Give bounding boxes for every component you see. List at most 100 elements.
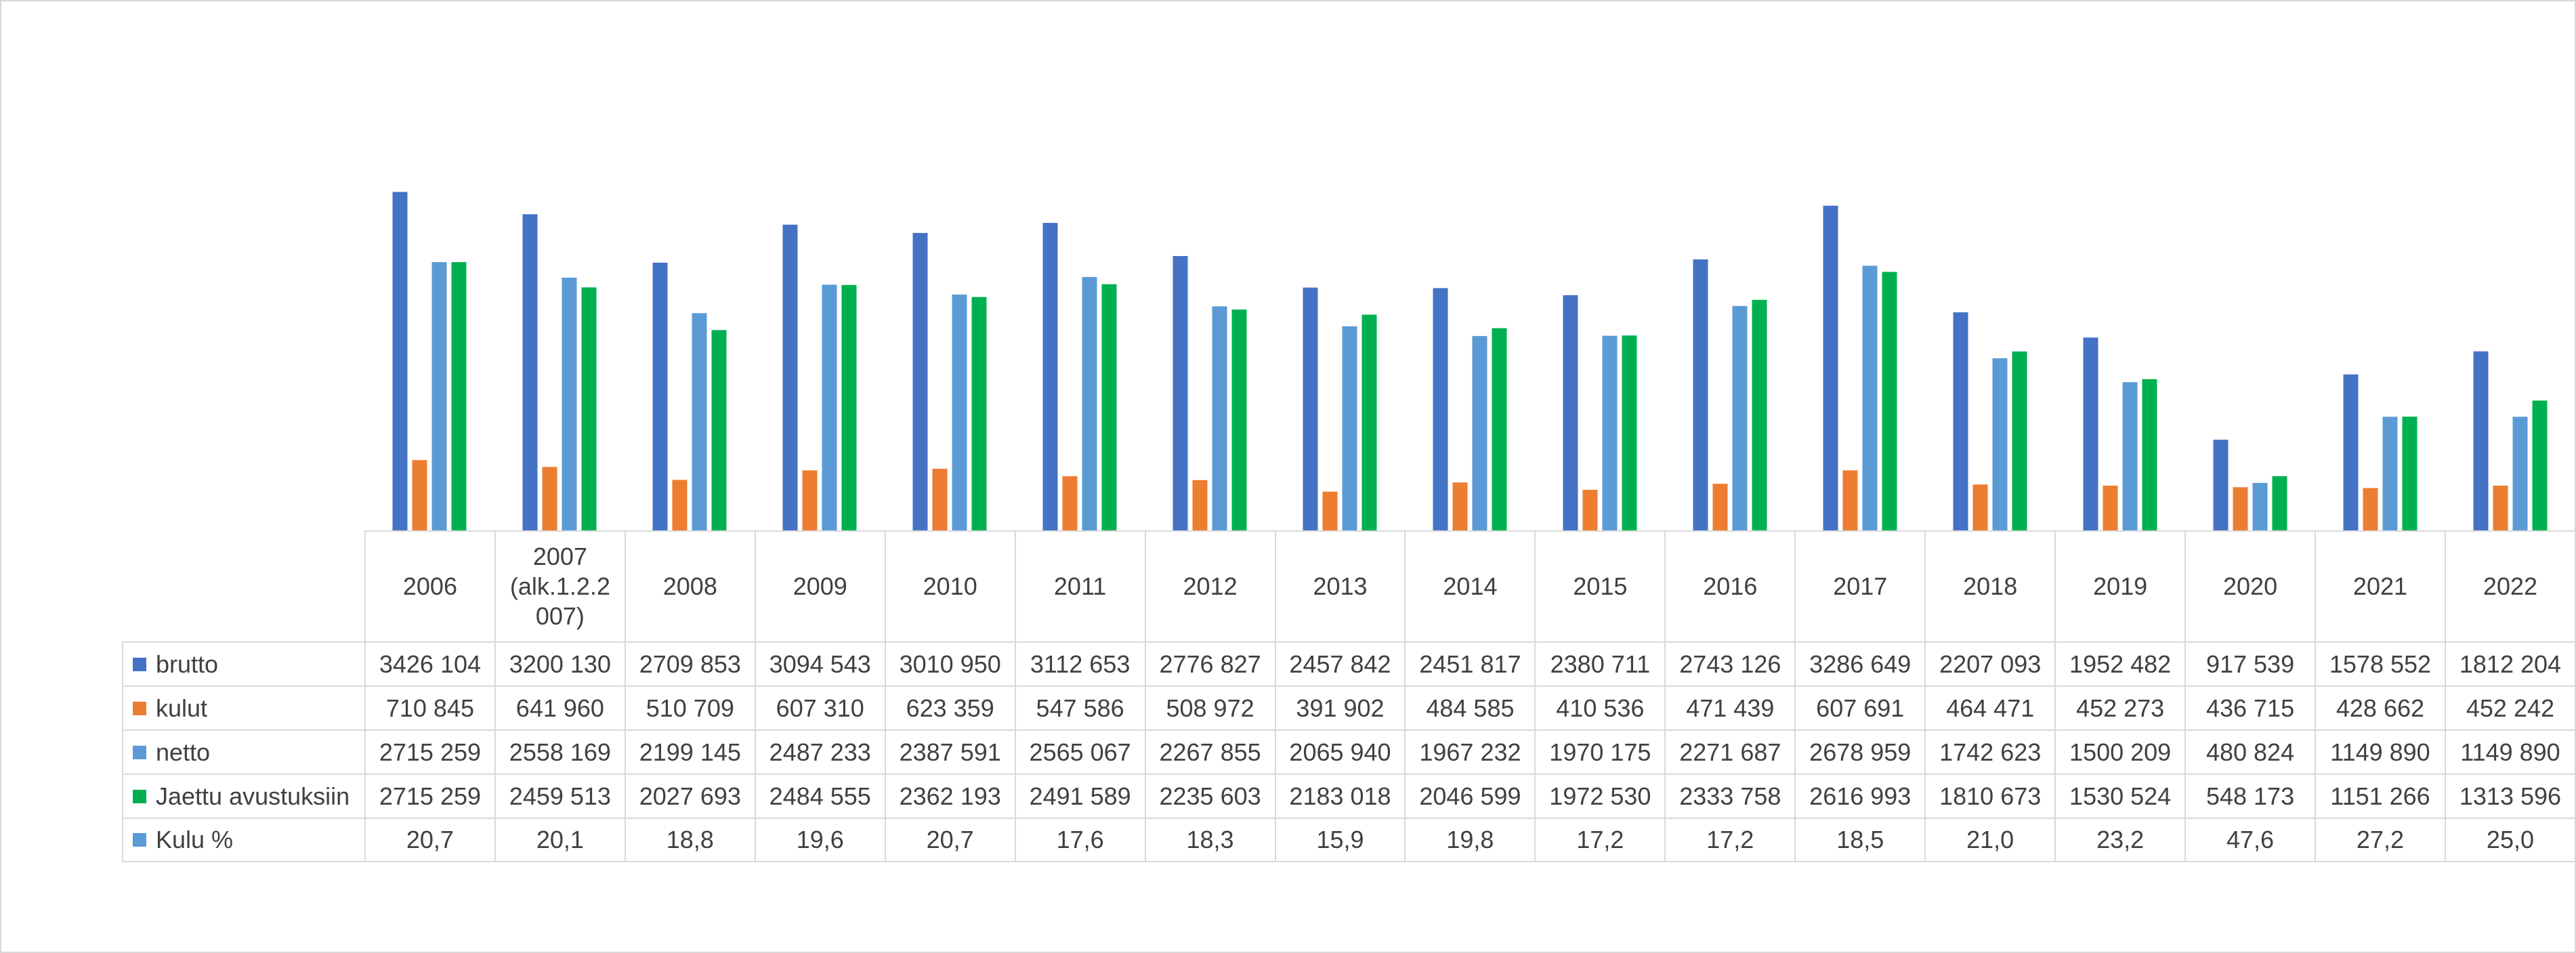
data-label: 2362 193 xyxy=(884,774,1016,819)
legend-entry: Kulu % xyxy=(122,818,366,862)
bar-jaettu-avustuksiin-15 xyxy=(2402,417,2417,530)
data-label: 410 536 xyxy=(1534,685,1666,731)
data-label: 2616 993 xyxy=(1794,774,1926,819)
data-label: 17,6 xyxy=(1014,818,1146,862)
bar-kulut-5 xyxy=(1062,476,1078,530)
data-label: 2271 687 xyxy=(1664,729,1796,775)
data-label: 1812 204 xyxy=(2444,641,2576,687)
x-tick-label: 2020 xyxy=(2184,530,2316,643)
bar-kulut-10 xyxy=(1712,484,1728,530)
data-label: 1149 890 xyxy=(2444,729,2576,775)
series-name: kulut xyxy=(156,694,208,722)
legend-entry: brutto xyxy=(122,641,366,687)
series-name: brutto xyxy=(156,650,219,678)
data-label: 2709 853 xyxy=(624,641,756,687)
data-label: 436 715 xyxy=(2184,685,2316,731)
bar-netto-11 xyxy=(1862,266,1878,530)
data-label: 2267 855 xyxy=(1144,729,1276,775)
bar-brutto-15 xyxy=(2343,374,2359,530)
table-corner xyxy=(123,531,366,643)
bar-kulut-14 xyxy=(2233,487,2248,530)
data-label: 2715 259 xyxy=(364,774,496,819)
legend-key-icon xyxy=(133,789,146,803)
data-label: 20,1 xyxy=(494,818,626,862)
x-tick-label: 2022 xyxy=(2444,530,2576,643)
x-tick-label: 2008 xyxy=(624,530,756,643)
bar-jaettu-avustuksiin-2 xyxy=(711,330,727,530)
bar-brutto-2 xyxy=(652,262,668,530)
bar-jaettu-avustuksiin-14 xyxy=(2272,476,2287,530)
data-label: 18,8 xyxy=(624,818,756,862)
data-label: 25,0 xyxy=(2444,818,2576,862)
data-label: 21,0 xyxy=(1924,818,2056,862)
bar-kulut-0 xyxy=(412,460,427,530)
bar-jaettu-avustuksiin-12 xyxy=(2012,351,2027,530)
x-tick-label: 2016 xyxy=(1664,530,1796,643)
x-tick-label: 2017 xyxy=(1794,530,1926,643)
bar-netto-6 xyxy=(1212,306,1227,530)
bar-netto-14 xyxy=(2252,482,2268,530)
data-label: 27,2 xyxy=(2315,818,2446,862)
bar-brutto-9 xyxy=(1563,295,1578,530)
bar-netto-12 xyxy=(1992,358,2008,530)
category-row: 2006 2007 (alk.1.2.2 007) 2008 2009 2010 2011 20… xyxy=(123,530,2576,643)
data-label: 2565 067 xyxy=(1014,729,1146,775)
data-label: 452 242 xyxy=(2444,685,2576,731)
data-label: 1530 524 xyxy=(2054,774,2187,819)
bar-netto-15 xyxy=(2382,417,2398,530)
data-label: 15,9 xyxy=(1274,818,1406,862)
data-label: 2715 259 xyxy=(364,729,496,775)
data-label: 471 439 xyxy=(1664,685,1796,731)
data-label: 1970 175 xyxy=(1534,729,1666,775)
bar-brutto-7 xyxy=(1303,287,1318,530)
x-tick-label: 2021 xyxy=(2315,530,2446,643)
bar-netto-8 xyxy=(1472,336,1487,530)
x-tick-label: 2019 xyxy=(2054,530,2187,643)
data-label: 2743 126 xyxy=(1664,641,1796,687)
bar-jaettu-avustuksiin-16 xyxy=(2532,400,2548,530)
bar-brutto-13 xyxy=(2083,337,2098,530)
data-label: 464 471 xyxy=(1924,685,2056,731)
bar-jaettu-avustuksiin-7 xyxy=(1361,314,1377,530)
legend-key-icon xyxy=(133,745,146,759)
data-label: 2027 693 xyxy=(624,774,756,819)
data-label: 510 709 xyxy=(624,685,756,731)
bar-netto-0 xyxy=(431,262,447,530)
data-label: 710 845 xyxy=(364,685,496,731)
legend-key-icon xyxy=(133,701,146,715)
data-label: 1578 552 xyxy=(2315,641,2446,687)
data-label: 607 310 xyxy=(754,685,886,731)
data-label: 2387 591 xyxy=(884,729,1016,775)
data-label: 2046 599 xyxy=(1404,774,1536,819)
x-tick-label: 2018 xyxy=(1924,530,2056,643)
bar-kulut-9 xyxy=(1582,490,1598,530)
data-label: 2459 513 xyxy=(494,774,626,819)
series-name: Kulu % xyxy=(156,826,234,853)
data-label: 547 586 xyxy=(1014,685,1146,731)
bar-jaettu-avustuksiin-4 xyxy=(971,297,987,530)
bars-group xyxy=(392,192,2548,530)
data-label: 508 972 xyxy=(1144,685,1276,731)
x-tick-label: 2013 xyxy=(1274,530,1406,643)
data-label: 2484 555 xyxy=(754,774,886,819)
legend-entry: kulut xyxy=(122,685,366,731)
bar-chart xyxy=(392,192,2548,530)
data-label: 2451 817 xyxy=(1404,641,1536,687)
x-tick-label: 2012 xyxy=(1144,530,1276,643)
x-tick-label: 2009 xyxy=(754,530,886,643)
bar-netto-7 xyxy=(1342,326,1357,530)
bar-kulut-4 xyxy=(932,469,948,530)
data-label: 17,2 xyxy=(1664,818,1796,862)
x-tick-label: 2011 xyxy=(1014,530,1146,643)
data-label: 452 273 xyxy=(2054,685,2187,731)
bar-kulut-1 xyxy=(542,467,557,530)
data-label: 391 902 xyxy=(1274,685,1406,731)
bar-brutto-5 xyxy=(1042,223,1058,530)
data-label: 623 359 xyxy=(884,685,1016,731)
series-name: Jaettu avustuksiin xyxy=(156,782,350,810)
legend-key-icon xyxy=(133,833,146,847)
data-table: 2006 2007 (alk.1.2.2 007) 2008 2009 2010 2011 20… xyxy=(122,530,2576,862)
x-tick-label: 2015 xyxy=(1534,530,1666,643)
data-label: 3426 104 xyxy=(364,641,496,687)
data-label: 2235 603 xyxy=(1144,774,1276,819)
